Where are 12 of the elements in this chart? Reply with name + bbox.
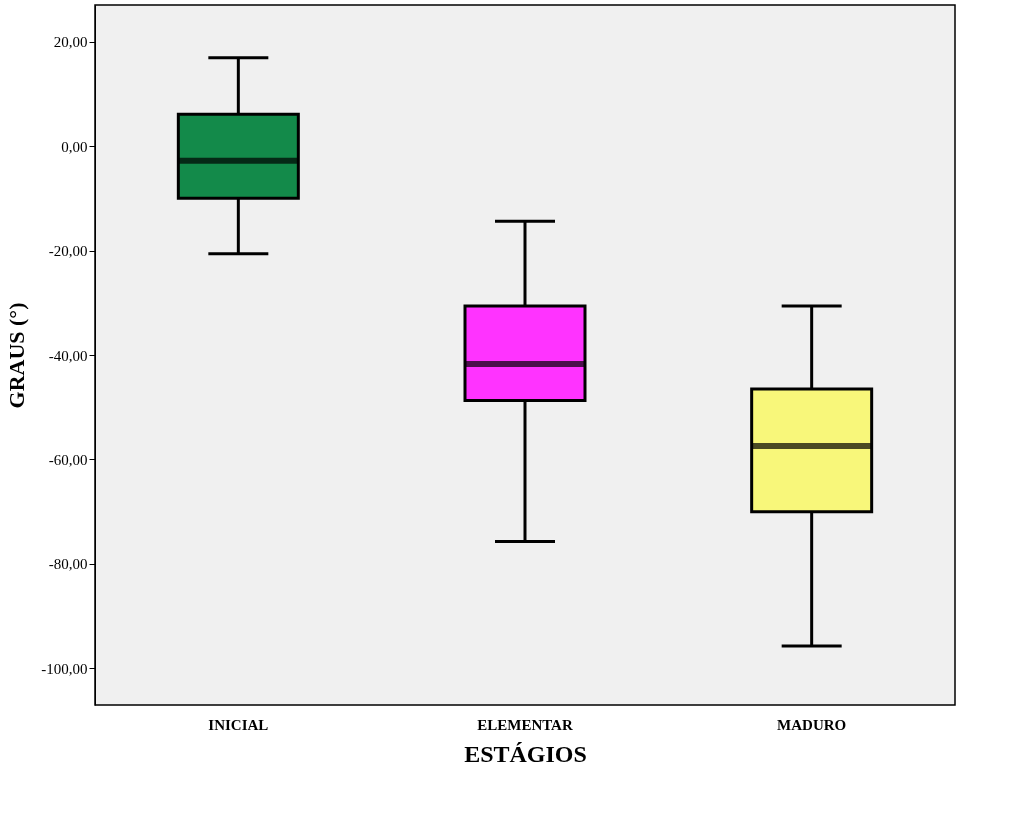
x-tick-label: MADURO: [777, 716, 847, 733]
y-axis-title: GRAUS (°): [4, 302, 30, 409]
x-tick-label: INICIAL: [208, 716, 269, 733]
y-tick-label: -80,00: [48, 556, 88, 573]
y-tick-label: -40,00: [48, 347, 88, 364]
y-tick-label: 20,00: [53, 34, 88, 51]
y-tick-label: 0,00: [61, 138, 88, 155]
y-tick-label: -100,00: [41, 660, 88, 677]
x-axis-title: ESTÁGIOS: [464, 740, 587, 767]
y-tick-label: -60,00: [48, 451, 88, 468]
x-tick-label: ELEMENTAR: [477, 716, 573, 733]
y-tick-label: -20,00: [48, 243, 88, 260]
